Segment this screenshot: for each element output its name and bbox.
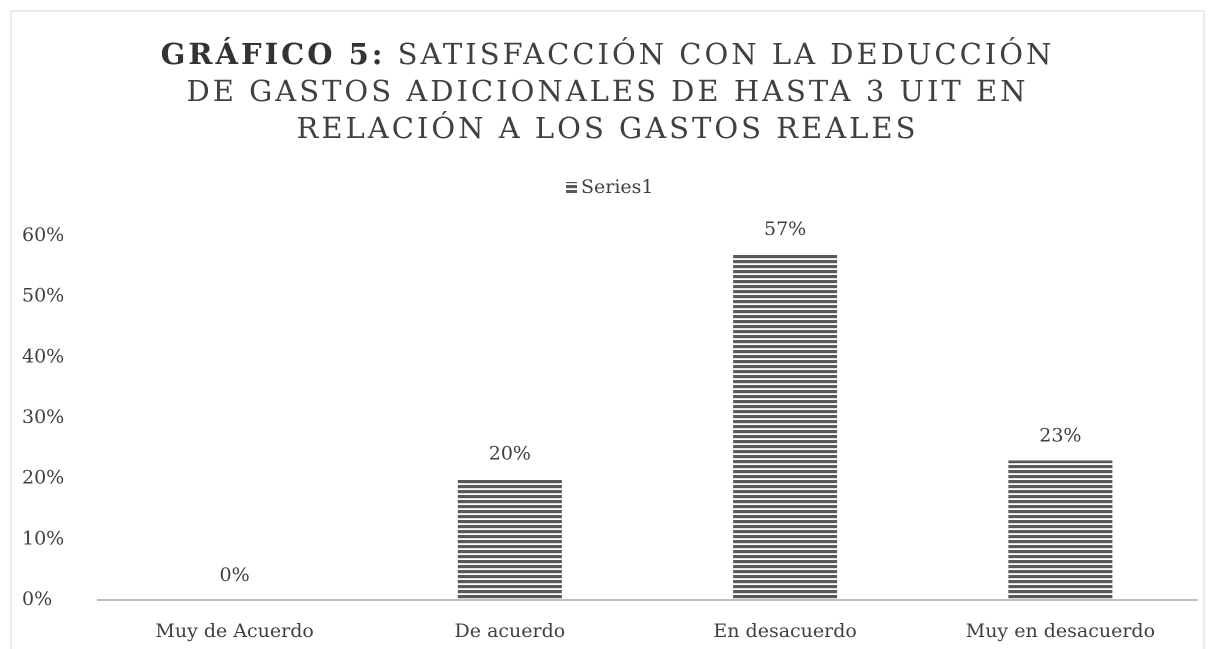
bar <box>1008 460 1113 600</box>
y-tick-label: 0% <box>22 588 52 610</box>
y-tick-label: 40% <box>22 345 64 367</box>
x-tick-label: Muy de Acuerdo <box>155 620 313 642</box>
bar <box>457 478 562 600</box>
y-tick-label: 20% <box>22 467 64 489</box>
chart-border <box>10 10 1205 649</box>
y-tick-label: 10% <box>22 527 64 549</box>
x-tick-label: De acuerdo <box>455 620 566 642</box>
y-tick-label: 50% <box>22 285 64 307</box>
legend-label: Series1 <box>581 176 654 198</box>
x-tick-label: En desacuerdo <box>713 620 856 642</box>
title-lead: GRÁFICO 5: <box>160 37 386 71</box>
title-text: SATISFACCIÓN CON LA DEDUCCIÓN DE GASTOS … <box>186 37 1055 145</box>
x-tick-label: Muy en desacuerdo <box>966 620 1155 642</box>
legend-swatch <box>566 182 577 193</box>
bar <box>733 254 838 600</box>
data-label: 23% <box>1039 424 1081 446</box>
data-label: 20% <box>489 443 531 465</box>
data-label: 0% <box>220 564 250 586</box>
chart-title: GRÁFICO 5: SATISFACCIÓN CON LA DEDUCCIÓN… <box>160 36 1055 147</box>
y-tick-label: 60% <box>22 224 64 246</box>
y-tick-label: 30% <box>22 406 64 428</box>
data-label: 57% <box>764 218 806 240</box>
